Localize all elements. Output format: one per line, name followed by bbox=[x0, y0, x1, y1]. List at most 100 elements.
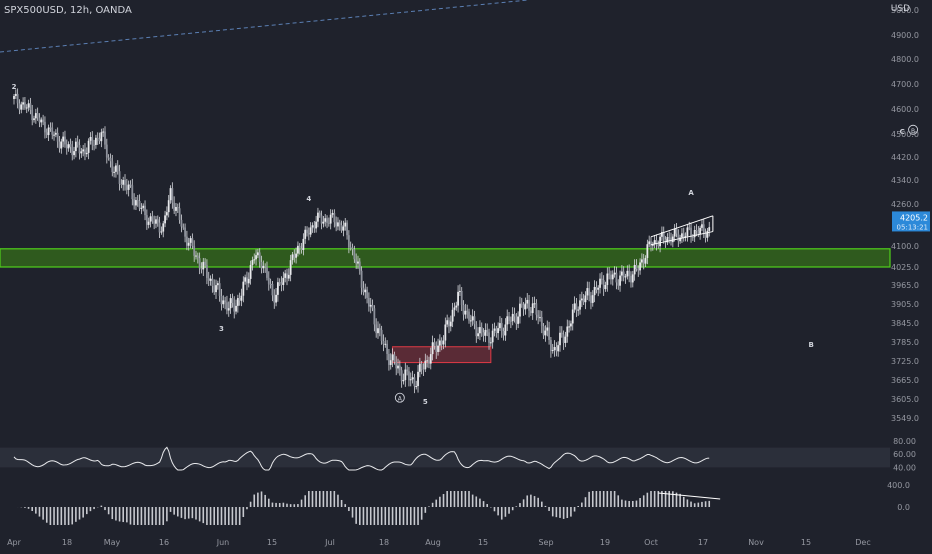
candle-body bbox=[222, 300, 225, 305]
candle-body bbox=[289, 260, 292, 275]
price-tick-label: 3965.0 bbox=[891, 281, 919, 290]
candle-body bbox=[267, 277, 270, 284]
wave-label: B bbox=[911, 128, 915, 135]
candle-body bbox=[344, 222, 347, 227]
candle-body bbox=[277, 282, 279, 295]
candle-body bbox=[449, 321, 452, 327]
candle-body bbox=[613, 272, 616, 275]
candle-body bbox=[98, 138, 101, 142]
wave-label: A bbox=[688, 189, 694, 197]
candle-body bbox=[358, 261, 361, 271]
candle-body bbox=[686, 227, 689, 237]
candle-body bbox=[566, 326, 569, 337]
symbol-title: SPX500USD, 12h, OANDA bbox=[4, 5, 132, 16]
candle-body bbox=[49, 127, 52, 129]
price-tick-label: 3605.0 bbox=[891, 395, 919, 404]
candle-body bbox=[673, 228, 676, 237]
candle-body bbox=[368, 297, 370, 307]
candle-body bbox=[582, 298, 585, 303]
candle-body bbox=[429, 354, 432, 364]
candle-body bbox=[519, 303, 521, 317]
candle-body bbox=[555, 347, 558, 352]
candle-body bbox=[504, 324, 507, 336]
last-price-tag bbox=[892, 211, 930, 232]
support-zone bbox=[0, 248, 891, 268]
candle-body bbox=[479, 327, 481, 334]
candle-body bbox=[524, 303, 527, 310]
candle-body bbox=[397, 365, 399, 369]
candle-body bbox=[220, 295, 223, 305]
candle-body bbox=[322, 221, 325, 224]
x-tick-label: Sep bbox=[538, 538, 553, 547]
candle-body bbox=[122, 180, 125, 185]
candle-body bbox=[413, 377, 416, 387]
candle-body bbox=[509, 320, 512, 322]
candle-body bbox=[293, 254, 296, 258]
candle-body bbox=[109, 158, 112, 162]
candle-body bbox=[118, 171, 121, 184]
candle-body bbox=[628, 270, 631, 276]
candle-body bbox=[522, 304, 525, 310]
candle-body bbox=[182, 226, 185, 228]
candle-body bbox=[398, 365, 401, 371]
candle-body bbox=[326, 218, 328, 223]
candle-body bbox=[464, 310, 467, 315]
candle-body bbox=[338, 222, 341, 226]
candle-body bbox=[47, 127, 50, 136]
last-price-countdown: 05:13:21 bbox=[897, 223, 928, 231]
candle-body bbox=[107, 157, 110, 159]
candle-body bbox=[406, 369, 409, 372]
candle-body bbox=[473, 316, 476, 325]
candle-body bbox=[286, 273, 288, 279]
candle-body bbox=[681, 233, 683, 238]
candle-body bbox=[18, 103, 21, 110]
candle-body bbox=[528, 299, 530, 311]
candle-body bbox=[500, 323, 503, 332]
candle-body bbox=[34, 113, 37, 119]
candle-body bbox=[280, 282, 283, 285]
price-tick-label: 3785.0 bbox=[891, 338, 919, 347]
candle-body bbox=[486, 329, 489, 333]
candle-body bbox=[340, 225, 343, 231]
candle-body bbox=[677, 233, 680, 242]
candle-body bbox=[590, 295, 592, 303]
candle-body bbox=[178, 208, 181, 220]
candle-body bbox=[104, 131, 106, 145]
candle-body bbox=[502, 331, 505, 336]
candle-body bbox=[402, 379, 405, 382]
candle-body bbox=[127, 184, 130, 190]
candle-body bbox=[380, 329, 383, 341]
candle-body bbox=[597, 287, 600, 290]
candle-body bbox=[196, 255, 199, 259]
candle-body bbox=[459, 290, 461, 292]
candle-body bbox=[56, 132, 59, 142]
candle-body bbox=[124, 180, 126, 186]
candle-body bbox=[468, 311, 470, 321]
candle-body bbox=[158, 222, 161, 233]
candle-body bbox=[537, 314, 540, 318]
candle-body bbox=[650, 241, 652, 246]
candle-body bbox=[426, 360, 429, 362]
candle-body bbox=[418, 363, 421, 372]
candle-body bbox=[116, 165, 119, 172]
candle-body bbox=[366, 289, 368, 298]
candle-body bbox=[588, 288, 591, 296]
candle-body bbox=[575, 303, 578, 311]
x-tick-label: Jul bbox=[324, 538, 335, 547]
candle-body bbox=[378, 328, 381, 330]
candle-body bbox=[701, 224, 703, 228]
candle-body bbox=[89, 137, 92, 141]
candle-body bbox=[690, 227, 692, 238]
candle-body bbox=[577, 309, 580, 311]
candle-body bbox=[417, 371, 419, 387]
candle-body bbox=[227, 308, 230, 311]
candle-body bbox=[311, 225, 314, 228]
candle-body bbox=[668, 237, 671, 239]
candle-body bbox=[691, 237, 694, 239]
candle-body bbox=[80, 151, 83, 154]
candle-body bbox=[155, 219, 157, 224]
candle-body bbox=[506, 316, 509, 325]
candle-body bbox=[675, 228, 678, 234]
